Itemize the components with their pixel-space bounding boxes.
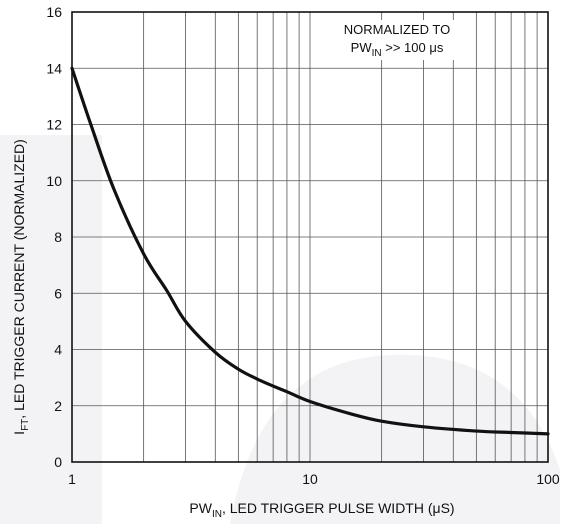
y-tick-label: 0 [54,454,62,470]
x-axis-label: PWIN, LED TRIGGER PULSE WIDTH (μS) [189,500,454,520]
background-watermark [0,135,560,524]
y-tick-labels: 0 2 4 6 8 10 12 14 16 [46,4,62,470]
grid-lines [72,12,548,462]
annotation-line-1: NORMALIZED TO [344,22,450,37]
y-tick-label: 14 [46,60,62,76]
y-tick-label: 16 [46,4,62,20]
y-tick-label: 2 [54,398,62,414]
y-tick-label: 6 [54,285,62,301]
y-tick-label: 10 [46,173,62,189]
y-tick-label: 8 [54,229,62,245]
y-tick-label: 4 [54,342,62,358]
series-line [70,66,550,436]
series-layer [70,66,550,436]
x-tick-label: 1 [68,471,76,487]
x-tick-labels: 1 10 100 [68,471,560,487]
y-tick-label: 12 [46,117,62,133]
plot-frame [71,11,549,463]
x-tick-label: 100 [536,471,560,487]
y-axis-label: IFT, LED TRIGGER CURRENT (NORMALIZED) [11,139,31,435]
annotation-background [336,20,458,60]
x-tick-label: 10 [302,471,318,487]
annotation-line-2: PWIN >> 100 μs [351,40,444,59]
watermark-shape-left [0,135,102,524]
watermark-shape-right [230,354,560,524]
